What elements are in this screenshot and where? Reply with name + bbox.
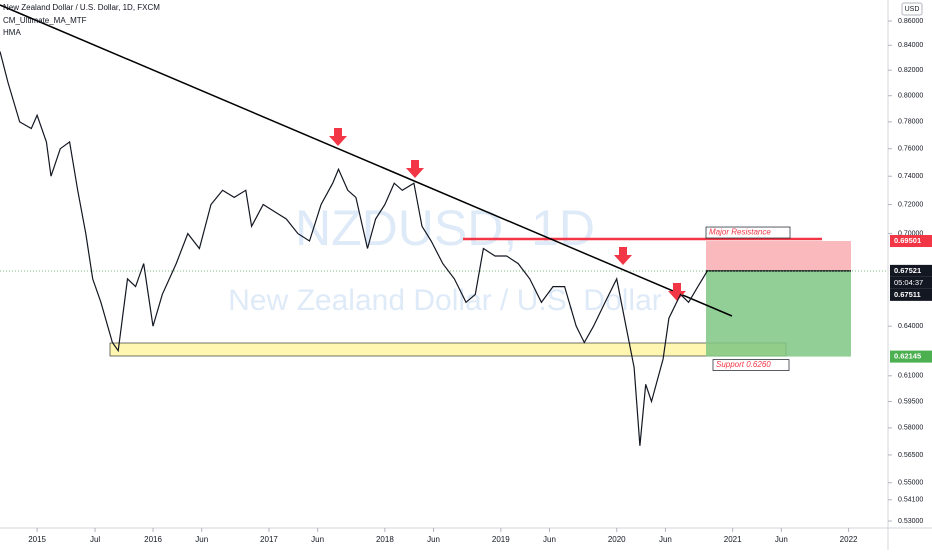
x-tick-label: 2017 [260,535,278,544]
y-tick-label: 0.72000 [898,201,923,208]
y-tick-label: 0.59500 [898,398,923,405]
price-tag-label: 0.69501 [894,236,921,245]
trend-line [0,4,733,317]
y-tick-label: 0.64000 [898,323,923,330]
currency-badge [901,2,923,16]
y-tick-label: 0.58000 [898,425,923,432]
y-tick-label: 0.76000 [898,146,923,153]
y-tick-label: 0.54100 [898,497,923,504]
watermark: New Zealand Dollar / U.S. Dollar [228,284,662,317]
x-tick-label: 2019 [492,535,510,544]
x-tick-label: 2021 [724,535,742,544]
countdown-box [890,276,932,289]
price-tag [890,235,932,248]
price-tag-label: 0.67511 [894,290,921,299]
x-tick-label: Jun [775,535,788,544]
arrow [406,160,424,178]
x-tick-label: Jun [543,535,556,544]
currency: USD [905,6,920,13]
y-tick-label: 0.53000 [898,518,923,525]
price-tag-label: 0.62145 [894,352,921,361]
x-tick-label: 2018 [376,535,394,544]
arrow [668,283,686,301]
y-tick-label: 0.74000 [898,173,923,180]
arrow [614,247,632,265]
x-tick-label: 2020 [608,535,626,544]
stop-zone [706,241,851,271]
x-tick-label: Jun [195,535,208,544]
target-zone [706,270,851,357]
arrow [329,128,347,146]
x-tick-label: 2015 [28,535,46,544]
price-tag [890,350,932,363]
y-tick-label: 0.80000 [898,93,923,100]
support-zone [109,342,787,357]
price-tag [890,288,932,301]
annotation: Major Resistance [709,228,771,237]
x-tick-label: Jul [90,535,100,544]
price-line [0,51,708,446]
y-tick-label: 0.70000 [898,230,923,237]
x-tick-label: Jun [427,535,440,544]
y-tick-label: 0.86000 [898,18,923,25]
x-tick-label: 2016 [144,535,162,544]
y-tick-label: 0.78000 [898,119,923,126]
annotation-box [712,359,790,371]
price-tag-label: 0.67521 [894,266,921,275]
x-tick-label: Jun [311,535,324,544]
y-tick-label: 0.82000 [898,67,923,74]
legend-entry: HMA [3,28,21,37]
legend-entry: CM_Ultimate_MA_MTF [3,16,87,25]
chart-title: New Zealand Dollar / U.S. Dollar, 1D, FX… [3,3,160,12]
price-tag [890,264,932,277]
countdown: 05:04:37 [894,278,923,287]
y-tick-label: 0.61000 [898,373,923,380]
x-tick-label: Jun [659,535,672,544]
y-tick-label: 0.56500 [898,452,923,459]
x-tick-label: 2022 [840,535,858,544]
annotation-box [705,226,791,239]
y-tick-label: 0.84000 [898,42,923,49]
y-tick-label: 0.55000 [898,480,923,487]
arrows [329,128,686,301]
watermark: NZDUSD, 1D [295,200,595,256]
annotation: Support 0.6260 [716,360,771,369]
